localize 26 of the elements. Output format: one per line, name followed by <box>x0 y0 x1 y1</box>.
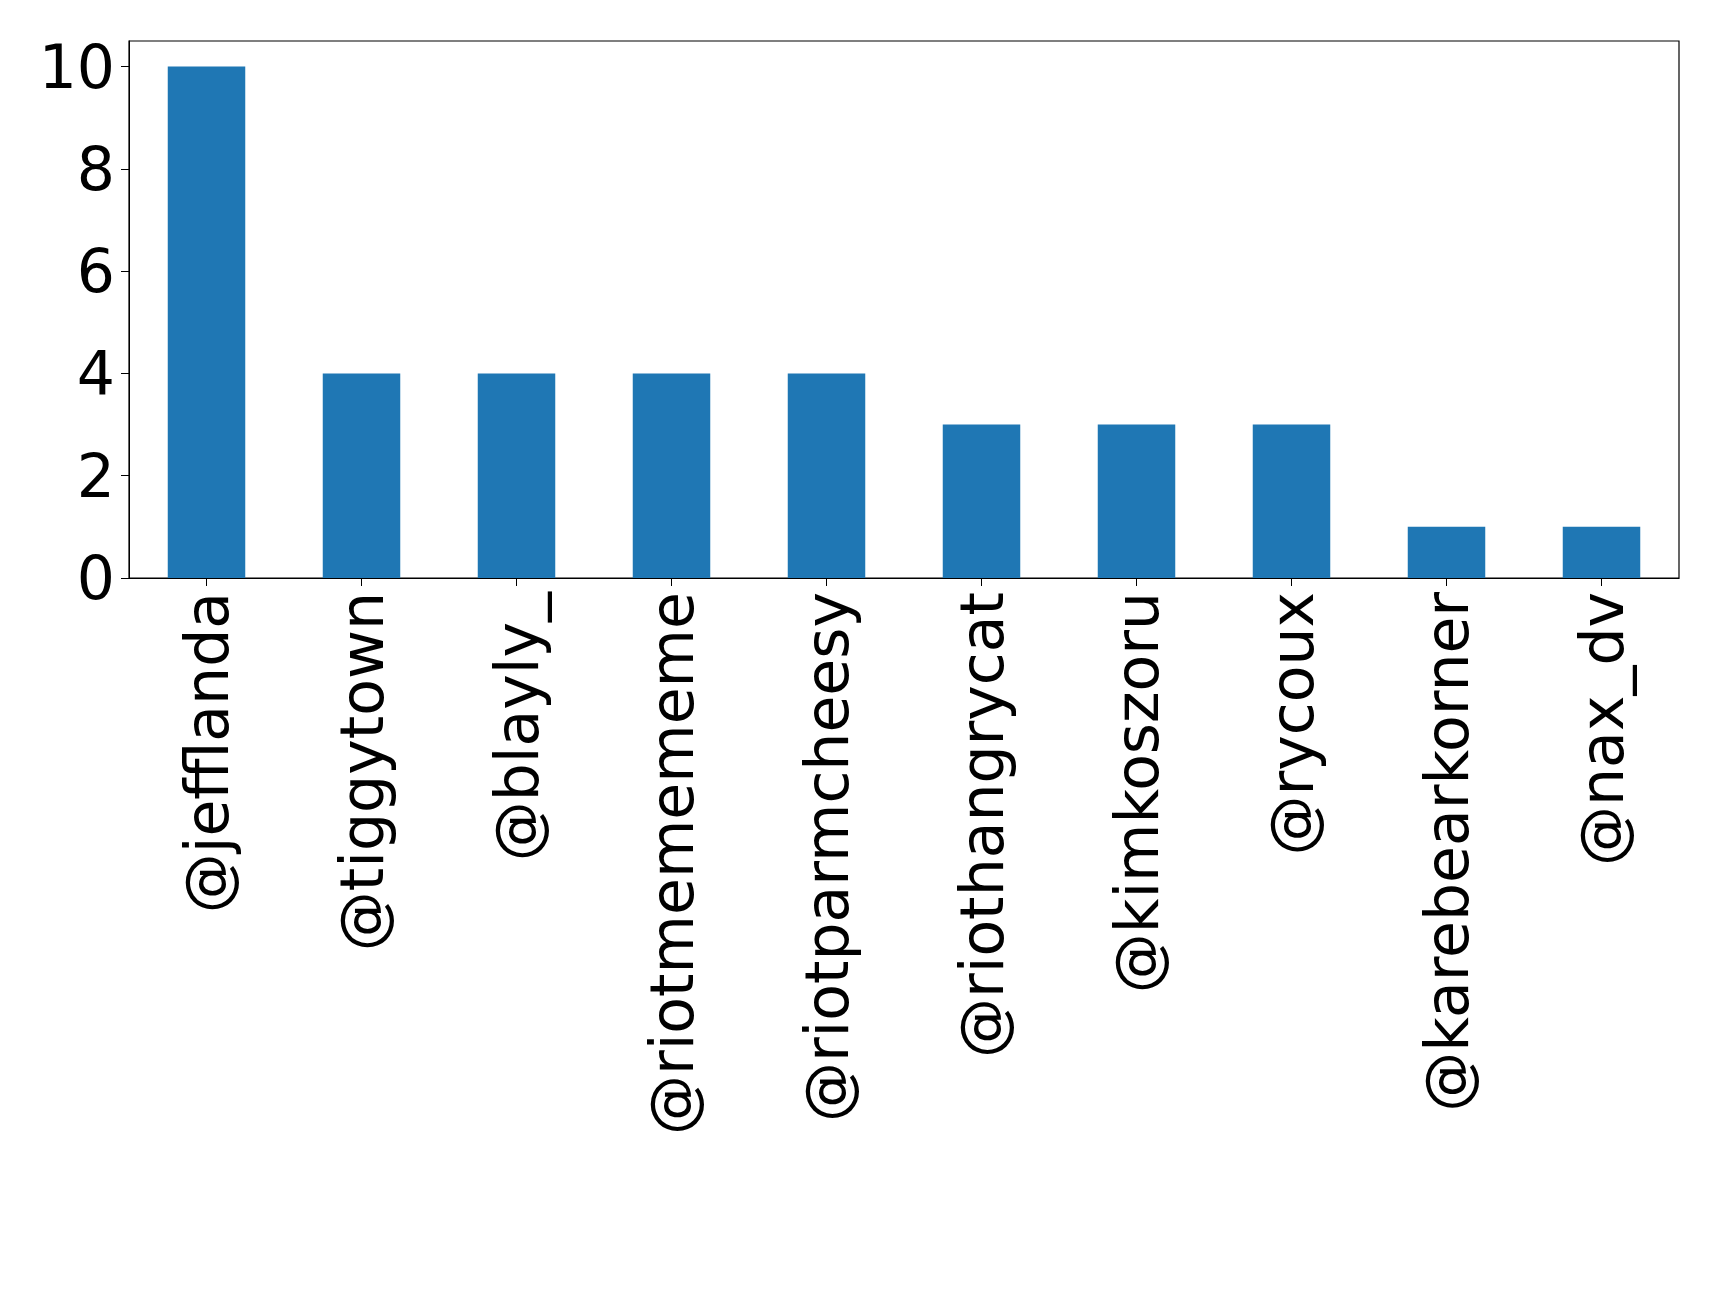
bar <box>322 373 401 578</box>
x-tick-label: @blayly_ <box>481 591 552 862</box>
y-tick-label: 10 <box>38 31 115 102</box>
bar <box>787 373 866 578</box>
bar <box>1407 526 1486 578</box>
bar <box>1097 424 1176 578</box>
bar <box>167 66 246 578</box>
x-tick-label: @karebearkorner <box>1411 591 1482 1112</box>
x-tick-label: @rycoux <box>1256 592 1327 856</box>
x-tick-label: @kimkoszoru <box>1101 592 1172 994</box>
y-tick-label: 8 <box>76 133 115 204</box>
x-tick-label: @jefflanda <box>171 592 242 914</box>
x-tick-label: @riothangrycat <box>946 592 1017 1058</box>
x-tick-label: @nax_dv <box>1566 592 1637 866</box>
bar <box>942 424 1021 578</box>
bar <box>1562 526 1641 578</box>
y-tick-label: 2 <box>76 440 115 511</box>
x-tick-label: @tiggytown <box>326 592 397 952</box>
bar <box>632 373 711 578</box>
x-tick-label: @riotmemememe <box>636 592 707 1136</box>
y-tick-label: 0 <box>76 543 115 613</box>
y-tick-label: 6 <box>76 236 115 307</box>
bar <box>1252 424 1331 578</box>
bar <box>477 373 556 578</box>
x-tick-label: @riotparmcheesy <box>791 592 862 1123</box>
y-tick-label: 4 <box>76 338 115 409</box>
